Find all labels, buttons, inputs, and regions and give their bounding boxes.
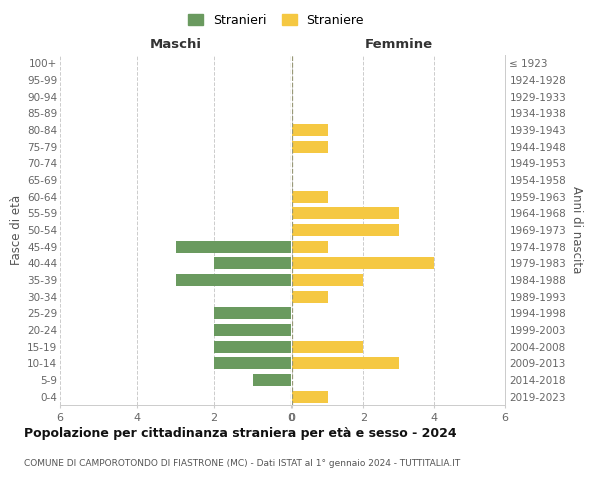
Bar	[214, 324, 291, 336]
Bar	[292, 290, 328, 302]
Bar	[176, 274, 291, 286]
Bar	[292, 358, 399, 370]
Bar	[292, 340, 363, 352]
Bar	[292, 224, 399, 236]
Bar	[292, 140, 328, 152]
Bar	[292, 208, 399, 220]
Bar	[214, 358, 291, 370]
Bar	[292, 274, 363, 286]
Text: COMUNE DI CAMPOROTONDO DI FIASTRONE (MC) - Dati ISTAT al 1° gennaio 2024 - TUTTI: COMUNE DI CAMPOROTONDO DI FIASTRONE (MC)…	[24, 459, 460, 468]
Bar	[214, 340, 291, 352]
Bar	[292, 190, 328, 202]
Bar	[292, 258, 434, 270]
Bar	[292, 390, 328, 402]
Legend: Stranieri, Straniere: Stranieri, Straniere	[183, 8, 369, 32]
Bar	[214, 258, 291, 270]
Bar	[176, 240, 291, 252]
Y-axis label: Fasce di età: Fasce di età	[10, 195, 23, 265]
Y-axis label: Anni di nascita: Anni di nascita	[570, 186, 583, 274]
Bar	[292, 124, 328, 136]
Title: Maschi: Maschi	[149, 38, 202, 51]
Bar	[214, 308, 291, 320]
Title: Femmine: Femmine	[365, 38, 433, 51]
Bar	[253, 374, 291, 386]
Text: Popolazione per cittadinanza straniera per età e sesso - 2024: Popolazione per cittadinanza straniera p…	[24, 428, 457, 440]
Bar	[292, 240, 328, 252]
